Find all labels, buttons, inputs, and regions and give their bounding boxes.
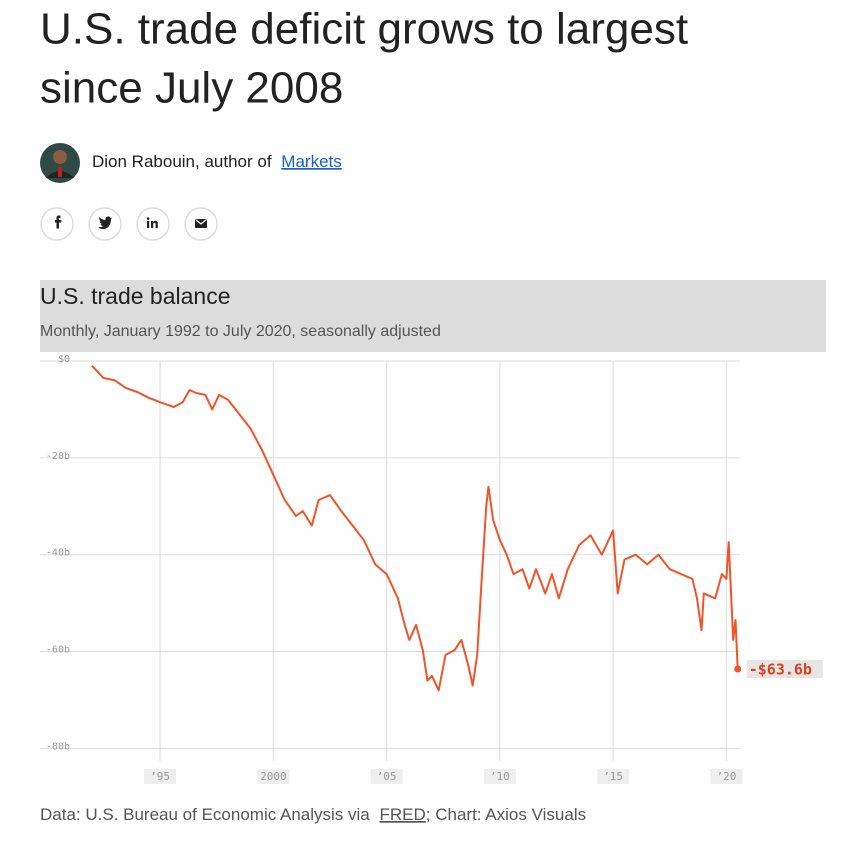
share-twitter[interactable] bbox=[88, 207, 122, 241]
chart-subtitle: Monthly, January 1992 to July 2020, seas… bbox=[40, 323, 441, 340]
x-tick-bg bbox=[144, 769, 177, 784]
headline: since July 2008 bbox=[40, 64, 343, 113]
plot: $0 -20b -40b -60b -80b ’95 2000 ’05 ’10 ’15 ’20 -$6… bbox=[40, 354, 823, 784]
x-tick-bg bbox=[483, 769, 516, 784]
x-tick-bg bbox=[370, 769, 403, 784]
facebook-icon bbox=[55, 215, 62, 229]
twitter-icon bbox=[98, 216, 113, 230]
end-dot bbox=[734, 665, 742, 673]
author-link[interactable]: Markets bbox=[281, 152, 341, 171]
x-tick-label: ’15 bbox=[603, 770, 623, 783]
y-tick-label: $0 bbox=[58, 354, 70, 365]
end-label-bg bbox=[746, 659, 823, 678]
source-link[interactable]: FRED bbox=[380, 805, 426, 824]
end-label: -$63.6b bbox=[749, 660, 812, 678]
x-tick-label: ’10 bbox=[490, 770, 510, 783]
source-text: ; Chart: Axios Visuals bbox=[426, 805, 586, 824]
share-email[interactable] bbox=[184, 207, 218, 241]
x-tick-label: ’05 bbox=[377, 770, 397, 783]
x-tick-label: ’95 bbox=[150, 770, 170, 783]
byline: Dion Rabouin, author of Markets bbox=[92, 152, 342, 171]
x-tick-bg bbox=[597, 769, 630, 784]
x-tick-label: ’20 bbox=[716, 770, 736, 783]
source: Data: U.S. Bureau of Economic Analysis v… bbox=[40, 805, 586, 824]
y-tick-label: -60b bbox=[46, 645, 70, 656]
linkedin-icon bbox=[146, 217, 158, 228]
share-linkedin[interactable] bbox=[136, 207, 170, 241]
y-tick-label: -40b bbox=[46, 548, 70, 559]
chart-header bbox=[40, 280, 826, 352]
source-text: Data: U.S. Bureau of Economic Analysis v… bbox=[40, 805, 370, 824]
email-icon bbox=[195, 219, 207, 228]
x-tick-bg bbox=[710, 769, 743, 784]
x-tick-label: 2000 bbox=[260, 770, 287, 783]
chart-title: U.S. trade balance bbox=[40, 283, 231, 309]
x-tick-bg bbox=[257, 769, 290, 784]
headline: U.S. trade deficit grows to largest bbox=[40, 5, 688, 54]
line bbox=[91, 365, 739, 692]
y-tick-label: -20b bbox=[46, 451, 70, 462]
avatar bbox=[40, 143, 80, 183]
share-facebook[interactable] bbox=[40, 207, 74, 241]
byline-text: Dion Rabouin, author of bbox=[92, 152, 272, 171]
y-tick-label: -80b bbox=[46, 741, 70, 752]
